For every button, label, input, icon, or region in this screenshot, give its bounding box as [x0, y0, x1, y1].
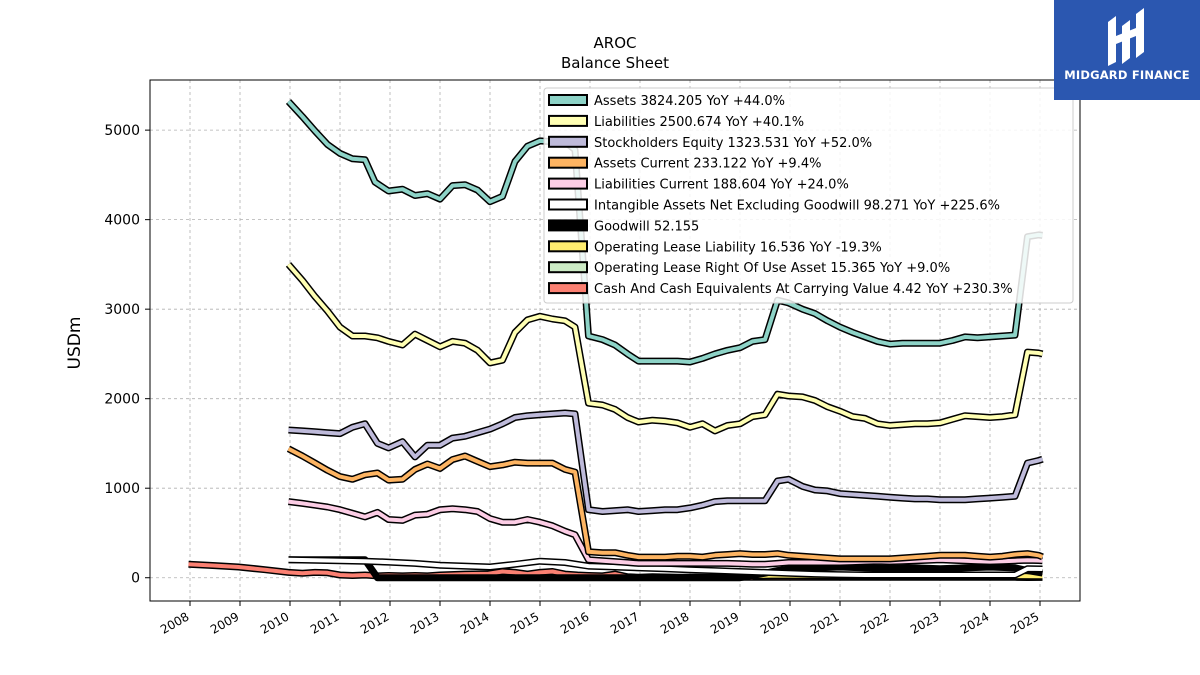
series-line	[288, 498, 1043, 568]
x-tick-label: 2012	[358, 609, 391, 636]
x-tick-label: 2008	[158, 609, 191, 636]
legend-swatch	[548, 114, 588, 127]
legend-swatch	[548, 282, 588, 295]
series-line	[288, 556, 1043, 579]
series-line-core	[286, 263, 1043, 433]
legend-swatch	[548, 156, 588, 169]
series-line	[285, 99, 1043, 366]
series-line-core	[288, 557, 1043, 577]
legend-swatch	[548, 198, 588, 211]
x-tick-label: 2014	[458, 609, 491, 636]
x-tick-label: 2020	[758, 609, 791, 636]
y-tick-label: 4000	[104, 213, 140, 229]
chart-subtitle: Balance Sheet	[561, 54, 669, 72]
series-line	[288, 409, 1044, 515]
y-tick-label: 2000	[104, 392, 140, 408]
legend-swatch	[548, 135, 588, 148]
x-tick-label: 2015	[508, 609, 541, 636]
x-tick-label: 2018	[658, 609, 691, 636]
y-tick-label: 3000	[104, 302, 140, 318]
series-line	[285, 262, 1044, 435]
series-line	[288, 556, 1044, 582]
x-tick-label: 2016	[558, 609, 591, 636]
brand-name: MIDGARD FINANCE	[1064, 68, 1190, 82]
legend-swatch	[548, 177, 588, 190]
legend-box	[543, 87, 1074, 304]
legend-label: Operating Lease Liability 16.536 YoY -19…	[594, 240, 882, 255]
y-tick-label: 1000	[104, 481, 140, 497]
x-tick-label: 2023	[908, 609, 941, 636]
legend-label: Stockholders Equity 1323.531 YoY +52.0%	[594, 136, 872, 151]
legend-label: Operating Lease Right Of Use Asset 15.36…	[594, 261, 950, 276]
x-tick-label: 2025	[1008, 609, 1041, 636]
legend: Assets 3824.205 YoY +44.0% Liabilities 25…	[543, 87, 1074, 304]
x-tick-label: 2019	[708, 609, 741, 636]
series-line-core	[288, 557, 1043, 580]
series-line-core	[287, 100, 1043, 364]
legend-label: Assets Current 233.122 YoY +9.4%	[594, 157, 821, 172]
x-tick-label: 2013	[408, 609, 441, 636]
x-tick-label: 2024	[958, 609, 991, 636]
legend-label: Liabilities Current 188.604 YoY +24.0%	[594, 178, 849, 193]
plot-frame	[149, 79, 1081, 602]
series-lines	[188, 99, 1044, 582]
legend-swatch	[548, 240, 588, 253]
x-tick-label: 2009	[208, 609, 241, 636]
series-line	[286, 445, 1044, 563]
x-tick-label: 2021	[808, 609, 841, 636]
legend-label: Cash And Cash Equivalents At Carrying Va…	[594, 282, 1013, 297]
brand-logo: MIDGARD FINANCE	[1054, 0, 1200, 100]
brand-mark-icon	[1108, 8, 1144, 66]
legend-label: Intangible Assets Net Excluding Goodwill…	[594, 199, 1000, 214]
y-tick-label: 5000	[104, 123, 140, 139]
x-tick-label: 2010	[258, 609, 291, 636]
series-line-outline	[288, 409, 1044, 515]
x-tick-label: 2011	[308, 609, 341, 636]
chart-title: AROC	[594, 34, 637, 52]
x-tick-label: 2022	[858, 609, 891, 636]
y-tick-label: 0	[131, 571, 140, 587]
series-line-core	[287, 447, 1044, 561]
legend-label: Liabilities 2500.674 YoY +40.1%	[594, 115, 804, 130]
legend-label: Goodwill 52.155	[594, 219, 699, 234]
legend-swatch	[548, 219, 588, 232]
y-axis-label: USDm	[65, 317, 85, 370]
series-line-outline	[286, 445, 1044, 563]
series-line-core	[288, 499, 1043, 567]
series-line-core	[288, 411, 1044, 514]
legend-swatch	[548, 261, 588, 274]
legend-label: Assets 3824.205 YoY +44.0%	[594, 94, 785, 109]
legend-swatch	[548, 94, 588, 106]
x-tick-label: 2017	[608, 609, 641, 636]
